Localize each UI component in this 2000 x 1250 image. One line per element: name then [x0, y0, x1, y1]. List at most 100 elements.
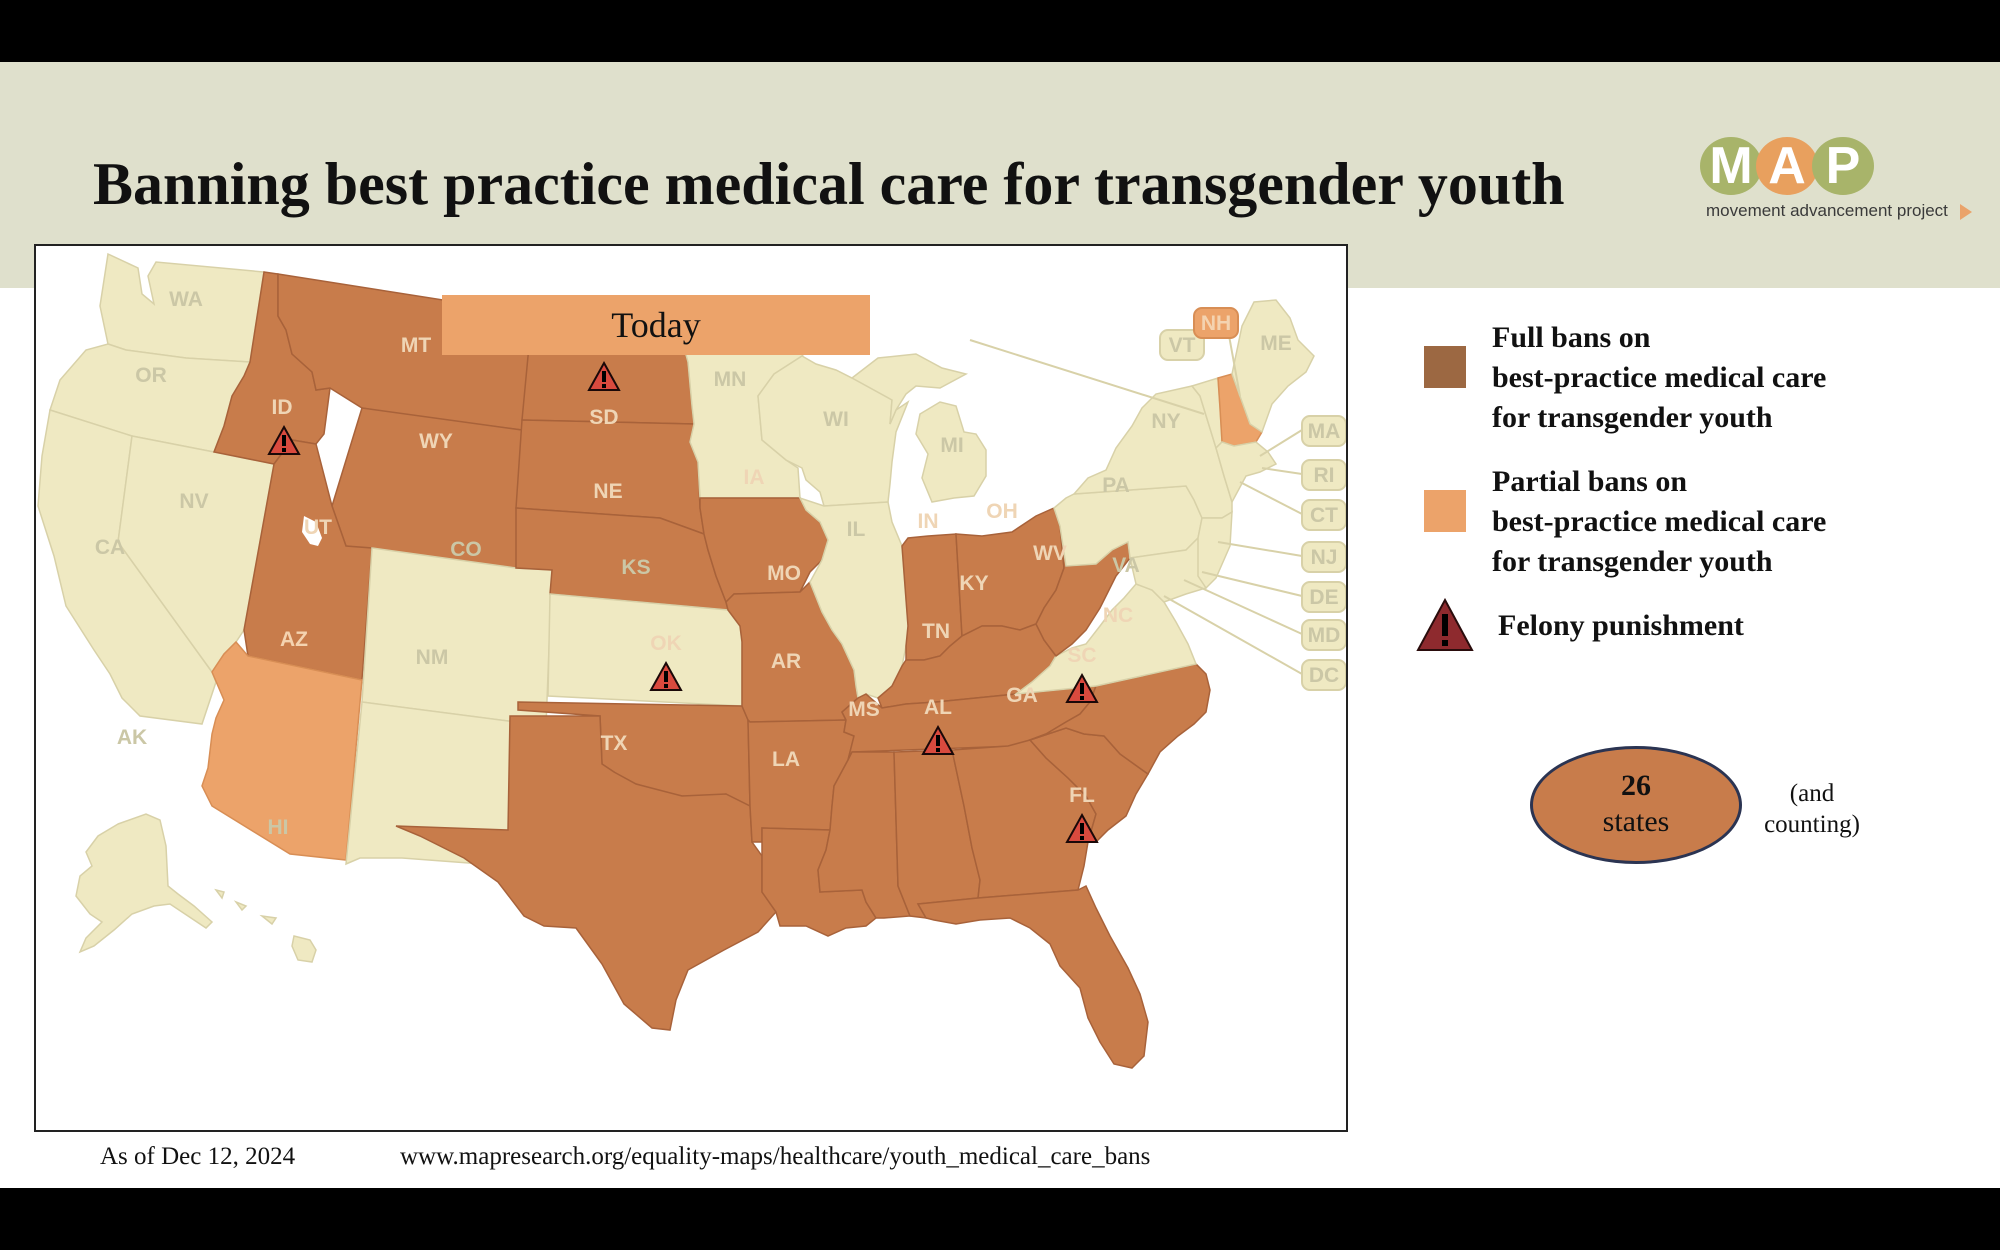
warning-triangle-icon [1416, 598, 1474, 651]
state-CO [361, 547, 553, 727]
state-label-FL: FL [1069, 784, 1095, 807]
state-label-HI: HI [268, 816, 289, 839]
state-label-OK: OK [650, 632, 682, 655]
state-northeast-small [1129, 441, 1278, 603]
logo-letter-p: P [1812, 137, 1874, 195]
callout-box-NJ [1301, 541, 1346, 573]
logo-letter-m: M [1700, 137, 1762, 195]
state-label-KY: KY [959, 572, 988, 595]
callout-label-DE: DE [1309, 586, 1338, 609]
source-url[interactable]: www.mapresearch.org/equality-maps/health… [400, 1143, 1151, 1170]
callout-label-NH: NH [1201, 312, 1231, 335]
callout-box-CT [1301, 499, 1346, 531]
state-label-WV: WV [1033, 542, 1067, 565]
callout-label-NJ: NJ [1311, 546, 1338, 569]
felony-warning-icon-ID [267, 424, 301, 455]
state-label-TN: TN [922, 620, 950, 643]
state-AK [75, 813, 214, 954]
state-label-SD: SD [589, 406, 618, 429]
legend-text-felony: Felony punishment [1498, 609, 1744, 642]
state-label-MI: MI [940, 434, 963, 457]
state-label-CO: CO [450, 538, 482, 561]
callout-box-DE [1301, 581, 1346, 613]
map-logo: M A P movement advancement project [1700, 137, 1980, 227]
state-label-TX: TX [601, 732, 628, 755]
state-UT [243, 439, 373, 681]
callout-box-NH [1193, 307, 1239, 339]
state-WI [757, 355, 910, 507]
state-count-note: (and counting) [1764, 780, 1860, 838]
state-label-AL: AL [924, 696, 952, 719]
callout-box-RI [1301, 459, 1346, 491]
state-label-SC: SC [1067, 644, 1096, 667]
state-HI [214, 888, 317, 963]
state-label-IA: IA [744, 466, 765, 489]
state-label-KS: KS [621, 556, 650, 579]
legend-item-full-ban: Full bans on best-practice medical care … [1416, 318, 1976, 438]
callout-box-MD [1301, 619, 1346, 651]
legend-swatch-full-ban [1424, 346, 1466, 388]
callout-label-MA: MA [1308, 420, 1341, 443]
state-label-ID: ID [272, 396, 293, 419]
state-FL [916, 884, 1149, 1069]
state-label-NC: NC [1103, 604, 1133, 627]
state-label-OR: OR [135, 364, 167, 387]
felony-warning-icon-AL [921, 724, 955, 755]
state-label-ME: ME [1260, 332, 1292, 355]
state-label-MS: MS [848, 698, 880, 721]
state-label-WA: WA [169, 288, 203, 311]
state-ME [1231, 299, 1315, 434]
logo-arrow-icon [1960, 204, 1972, 220]
felony-warning-icon-FL [1065, 812, 1099, 843]
callout-line-MD [1183, 579, 1303, 635]
state-count-unit: states [1602, 805, 1670, 838]
as-of-date: As of Dec 12, 2024 [100, 1143, 296, 1170]
legend-item-partial-ban: Partial bans on best-practice medical ca… [1416, 462, 1976, 582]
callout-line-CT [1239, 481, 1303, 515]
callout-line-RI [1261, 467, 1303, 475]
state-label-GA: GA [1006, 684, 1038, 707]
callout-label-VT: VT [1169, 334, 1196, 357]
state-label-UT: UT [304, 516, 332, 539]
state-label-IL: IL [847, 518, 866, 541]
felony-markers [267, 360, 1099, 843]
state-label-NY: NY [1151, 410, 1180, 433]
felony-warning-icon-ND [587, 360, 621, 391]
state-AZ [201, 640, 363, 861]
state-count-badge: 26 states [1530, 746, 1742, 864]
map-frame: WAORCANVIDMTWYUTAZCONMNDSDNEKSOKTXMNIAMO… [34, 244, 1348, 1132]
state-label-WY: WY [419, 430, 453, 453]
callout-label-RI: RI [1314, 464, 1335, 487]
state-label-AK: AK [117, 726, 147, 749]
state-label-MO: MO [767, 562, 801, 585]
state-label-LA: LA [772, 748, 800, 771]
legend-text-full-ban: Full bans on best-practice medical care … [1492, 321, 1827, 434]
callout-line-DC [1163, 595, 1303, 675]
state-label-VA: VA [1112, 554, 1140, 577]
state-label-AR: AR [771, 650, 801, 673]
state-label-MT: MT [401, 334, 431, 357]
callout-line-DE [1201, 571, 1303, 597]
state-label-NV: NV [179, 490, 208, 513]
state-label-IN: IN [918, 510, 939, 533]
state-label-CA: CA [95, 536, 125, 559]
callout-box-VT [1159, 329, 1205, 361]
felony-warning-icon-OK [649, 660, 683, 691]
callout-label-MD: MD [1308, 624, 1341, 647]
legend-text-partial-ban: Partial bans on best-practice medical ca… [1492, 465, 1827, 578]
page-title: Banning best practice medical care for t… [93, 151, 1565, 217]
us-map: WAORCANVIDMTWYUTAZCONMNDSDNEKSOKTXMNIAMO… [37, 252, 1346, 1069]
state-label-AZ: AZ [280, 628, 308, 651]
state-label-OH: OH [986, 500, 1018, 523]
state-label-NE: NE [593, 480, 622, 503]
state-label-MN: MN [714, 368, 747, 391]
callout-line-NJ [1217, 541, 1303, 557]
felony-warning-icon-SC [1065, 672, 1099, 703]
logo-letter-a: A [1756, 137, 1818, 195]
great-salt-lake [302, 516, 322, 546]
callout-line-NH [1227, 329, 1241, 397]
callout-box-DC [1301, 659, 1346, 691]
state-MI [850, 353, 987, 503]
logo-subtitle: movement advancement project [1706, 201, 1948, 220]
